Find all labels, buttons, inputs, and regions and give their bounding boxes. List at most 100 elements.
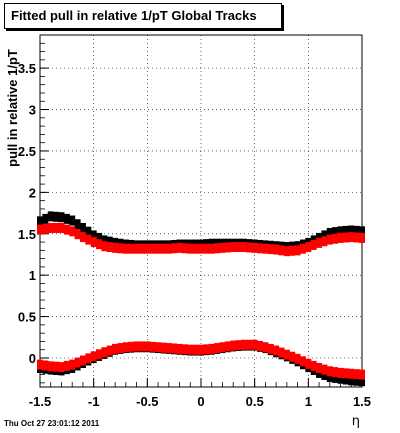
y-tick-label: 3.5 xyxy=(18,61,36,76)
series-0-marker xyxy=(332,227,339,238)
series-0-marker xyxy=(101,235,108,246)
series-1-marker xyxy=(160,243,167,254)
series-3-marker xyxy=(305,358,312,369)
y-axis-label: pull in relative 1/pT xyxy=(5,49,20,167)
series-1-marker xyxy=(289,245,296,256)
series-1-marker xyxy=(283,246,290,257)
series-3-marker xyxy=(342,368,349,379)
series-3-marker xyxy=(112,343,119,354)
series-0-marker xyxy=(63,213,70,224)
series-3-marker xyxy=(165,343,172,354)
series-1-marker xyxy=(316,237,323,248)
series-3-marker xyxy=(283,349,290,360)
series-1-marker xyxy=(144,243,151,254)
series-2-marker xyxy=(342,374,349,385)
series-3-marker xyxy=(79,355,86,366)
series-3-marker xyxy=(310,360,317,371)
series-0-marker xyxy=(96,232,103,243)
timestamp-text: Thu Oct 27 23:01:12 2011 xyxy=(4,419,100,428)
series-0-marker xyxy=(58,212,65,223)
series-3-marker xyxy=(219,342,226,353)
series-3-marker xyxy=(251,339,258,350)
chart-title: Fitted pull in relative 1/pT Global Trac… xyxy=(4,3,282,29)
series-1-marker xyxy=(359,232,365,243)
series-2-marker xyxy=(359,376,365,387)
series-1-marker xyxy=(112,242,119,253)
series-1-marker xyxy=(79,232,86,243)
series-1-marker xyxy=(63,224,70,235)
series-1-marker xyxy=(348,232,355,243)
series-1-marker xyxy=(299,243,306,254)
series-1-marker xyxy=(176,242,183,253)
series-3-marker xyxy=(90,351,97,362)
series-1-marker xyxy=(257,243,264,254)
series-1-marker xyxy=(181,243,188,254)
series-3-marker xyxy=(176,343,183,354)
series-3-marker xyxy=(192,344,199,355)
series-1-marker xyxy=(47,222,54,233)
series-1-marker xyxy=(294,245,301,256)
x-tick-label: 0 xyxy=(197,394,204,409)
series-1-marker xyxy=(230,242,237,253)
series-3-marker xyxy=(326,366,333,377)
series-3-marker xyxy=(321,364,328,375)
series-1-marker xyxy=(128,243,135,254)
series-1-marker xyxy=(106,242,113,253)
series-1-marker xyxy=(53,222,60,233)
series-3-marker xyxy=(133,341,140,352)
series-1-marker xyxy=(198,243,204,254)
series-2-marker xyxy=(348,375,355,386)
x-tick-label: 0.5 xyxy=(246,394,264,409)
series-1-marker xyxy=(192,243,199,254)
x-tick-label: 1 xyxy=(305,394,312,409)
y-tick-label: 2 xyxy=(29,185,36,200)
series-0-marker xyxy=(47,211,54,222)
series-0-marker xyxy=(359,226,365,237)
series-3-marker xyxy=(138,341,145,352)
y-tick-label: 0 xyxy=(29,351,36,366)
series-3-marker xyxy=(47,361,54,372)
series-3-marker xyxy=(294,353,301,364)
series-3-marker xyxy=(160,342,167,353)
series-3-marker xyxy=(128,341,135,352)
series-3-marker xyxy=(278,347,285,358)
x-tick-label: -0.5 xyxy=(136,394,158,409)
series-1-marker xyxy=(149,243,156,254)
series-1-marker xyxy=(235,242,242,253)
series-1-marker xyxy=(165,243,172,254)
series-3-marker xyxy=(187,344,194,355)
series-2-marker xyxy=(337,373,344,384)
series-3-marker xyxy=(203,344,210,355)
series-1-marker xyxy=(214,243,221,254)
series-0-marker xyxy=(74,219,81,230)
series-1-marker xyxy=(224,242,231,253)
series-1-marker xyxy=(74,229,81,240)
y-tick-label: 2.5 xyxy=(18,144,36,159)
series-3-marker xyxy=(106,345,113,356)
series-1-marker xyxy=(262,243,269,254)
series-2-marker xyxy=(326,372,333,383)
y-tick-label: 1 xyxy=(29,268,36,283)
series-0-marker xyxy=(321,230,328,241)
series-3-marker xyxy=(337,367,344,378)
series-1-marker xyxy=(101,241,108,252)
series-0-marker xyxy=(326,227,333,238)
series-3-marker xyxy=(198,344,204,355)
x-axis-label: η xyxy=(351,414,360,429)
series-1-marker xyxy=(42,223,49,234)
series-1-marker xyxy=(337,232,344,243)
series-1-marker xyxy=(138,243,145,254)
x-tick-label: -1.5 xyxy=(29,394,51,409)
series-3-marker xyxy=(235,340,242,351)
series-0-marker xyxy=(353,225,360,236)
series-1-marker xyxy=(251,242,258,253)
series-3-marker xyxy=(53,361,60,372)
series-1-marker xyxy=(203,243,210,254)
series-3-marker xyxy=(348,368,355,379)
y-tick-label: 0.5 xyxy=(18,310,36,325)
series-3-marker xyxy=(359,369,365,380)
series-1-marker xyxy=(122,243,129,254)
y-tick-label: 1.5 xyxy=(18,227,36,242)
series-3-marker xyxy=(85,353,92,364)
